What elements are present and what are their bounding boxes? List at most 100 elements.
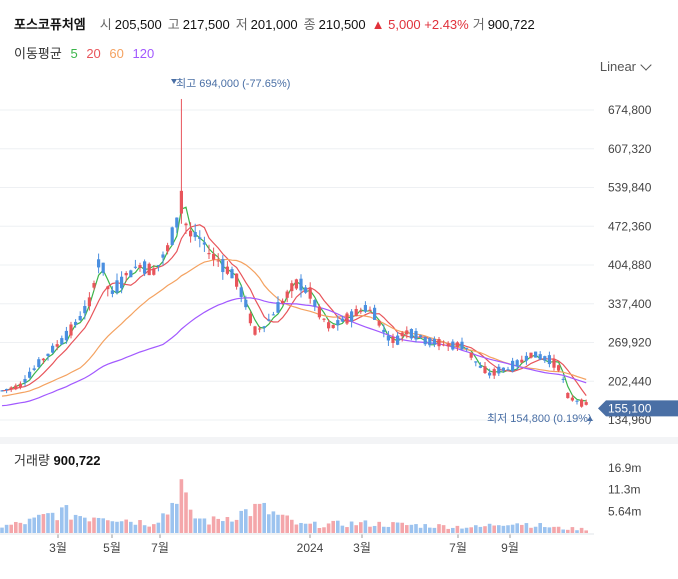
volume-title-value: 900,722 [53,453,101,468]
price-tick-label: 674,800 [608,103,652,117]
volume-bar [110,521,115,533]
volume-bar [538,523,542,533]
candle-body [511,360,515,372]
candle-body [322,318,326,320]
candle-body [60,338,64,345]
candle-body [235,273,239,287]
volume-value: 900,722 [487,17,535,32]
ma-120[interactable]: 120 [132,46,155,61]
volume-bar [409,524,414,533]
price-tick-label: 202,440 [608,374,652,388]
moving-average-line-60 [1,258,587,397]
volume-bar [437,524,441,533]
candle-body [14,385,18,390]
volume-bar [64,505,69,533]
volume-bar [533,526,538,533]
candle-body [584,402,588,405]
candle-body [363,305,367,312]
volume-bar [566,529,570,533]
volume-bar [497,525,501,533]
volume-bar [244,509,248,533]
current-price-label: 155,100 [608,401,652,415]
volume-bar [556,526,561,533]
ma-20[interactable]: 20 [86,46,101,61]
candle-body [0,390,4,392]
volume-bar [0,527,4,533]
volume-bar [331,520,335,533]
volume-bar [510,524,515,533]
candle-body [69,324,73,336]
candle-body [166,245,170,252]
volume-bar [336,520,340,533]
volume-bar [276,514,280,533]
candle-body [175,217,179,228]
candle-body [423,337,427,345]
scale-selector[interactable]: Linear [600,58,652,74]
moving-average-line-20 [1,224,587,396]
candle-body [124,273,128,276]
low-label: 저 [235,17,248,32]
moving-average-line-5 [1,206,587,402]
ma-60[interactable]: 60 [109,46,124,61]
candle-body [138,265,142,268]
candle-body [437,339,441,347]
volume-bar [101,518,105,533]
candle-body [221,259,225,273]
volume-bar [584,530,588,533]
volume-bar [170,502,174,533]
candle-body [290,283,294,292]
candle-body [9,387,13,389]
candle-body [5,388,9,390]
candle-body [170,227,174,245]
volume-bar [501,525,506,533]
volume-bar [32,517,36,533]
volume-bar [14,521,18,533]
volume-bar [395,522,400,533]
candle-body [409,329,413,339]
volume-bar [474,525,478,533]
candle-body [37,359,41,368]
candle-body [267,319,271,321]
candle-body [97,259,101,268]
volume-bar [579,527,584,533]
volume-bar [414,524,418,533]
volume-bar [175,503,179,533]
candle-body [87,297,91,307]
candle-body [474,361,478,363]
volume-bar [483,526,487,533]
volume-bar [363,520,368,533]
candle-body [294,279,298,289]
candle-body [28,371,32,378]
volume-bar [359,522,363,533]
candle-body [308,288,312,299]
candle-body [478,365,482,368]
price-tick-label: 539,840 [608,181,652,195]
candle-body [129,270,133,278]
volume-bar [55,520,59,533]
candle-body [428,337,432,346]
candle-body [451,341,455,350]
volume-tick-label: 5.64m [608,504,641,518]
candle-body [469,352,473,358]
low-annotation: 최저 154,800 (0.19%) [487,412,592,425]
high-value: 217,500 [182,17,230,32]
candle-body [41,358,45,361]
candle-body [327,322,331,329]
candle-body [414,331,418,340]
price-tick-label: 472,360 [608,219,652,233]
volume-bar [294,524,299,533]
volume-bar [575,530,579,533]
volume-bar [455,525,460,533]
ma-5[interactable]: 5 [70,46,78,61]
candle-body [304,287,308,293]
volume-bar [73,514,78,533]
candle-body [580,399,584,407]
volume-bar [515,523,519,533]
volume-bar [423,524,427,533]
candle-body [520,359,524,363]
candle-body [23,378,27,383]
volume-bar [23,524,27,533]
candle-body [101,262,105,273]
candle-body [575,400,579,402]
